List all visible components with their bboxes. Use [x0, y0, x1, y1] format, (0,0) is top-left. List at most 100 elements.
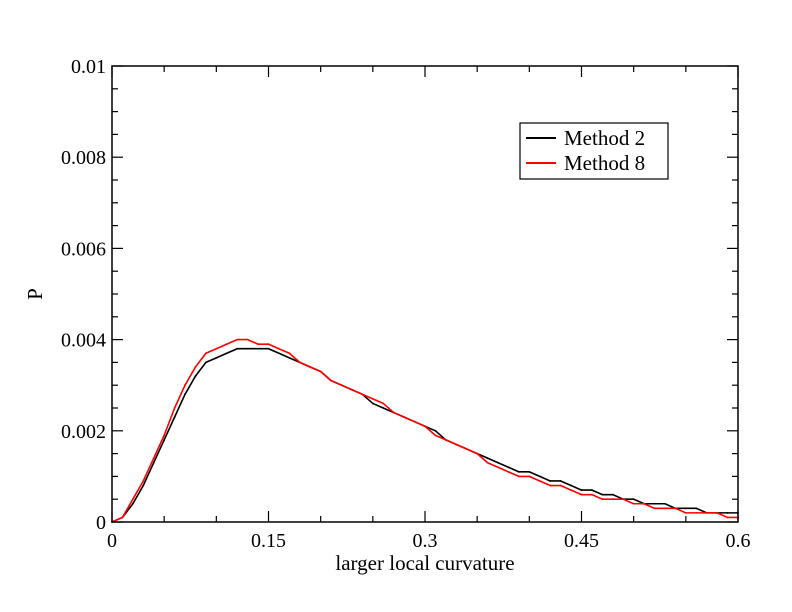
- data-point: [298, 361, 301, 364]
- x-tick-label: 0.6: [726, 530, 751, 552]
- data-point: [267, 343, 270, 346]
- data-point: [653, 502, 656, 505]
- data-point: [382, 407, 385, 409]
- data-point: [330, 379, 332, 382]
- data-point: [507, 470, 510, 473]
- data-point: [163, 439, 166, 441]
- data-point: [152, 461, 155, 464]
- data-point: [674, 507, 677, 510]
- data-point: [549, 484, 552, 487]
- y-axis-label: P: [23, 288, 47, 300]
- data-point: [726, 511, 729, 514]
- data-point: [528, 470, 531, 473]
- data-point: [538, 475, 541, 478]
- data-point: [215, 356, 218, 359]
- data-point: [173, 407, 176, 409]
- legend-label-method-8: Method 8: [564, 151, 645, 175]
- data-point: [319, 370, 322, 373]
- data-point: [382, 402, 385, 405]
- data-point: [225, 343, 228, 346]
- data-point: [570, 484, 572, 487]
- y-tick-label: 0.008: [61, 147, 106, 169]
- data-point: [163, 434, 166, 437]
- x-axis-label: larger local curvature: [335, 551, 514, 575]
- data-point: [726, 516, 729, 519]
- data-point: [580, 493, 583, 496]
- data-point: [194, 366, 197, 368]
- y-tick-label: 0.006: [61, 238, 106, 260]
- data-point: [580, 489, 583, 491]
- data-point: [361, 393, 364, 396]
- data-point: [622, 498, 625, 501]
- data-point: [684, 511, 687, 514]
- data-point: [246, 347, 249, 350]
- data-point: [434, 434, 437, 437]
- data-point: [695, 511, 698, 514]
- y-tick-label: 0.002: [61, 421, 106, 443]
- data-point: [267, 347, 270, 350]
- data-point: [444, 439, 447, 441]
- data-point: [632, 498, 635, 501]
- data-point: [643, 502, 645, 505]
- data-point: [371, 402, 374, 405]
- data-point: [486, 457, 489, 460]
- data-point: [518, 475, 520, 478]
- data-point: [152, 457, 155, 460]
- data-point: [184, 384, 186, 387]
- data-point: [705, 511, 708, 514]
- data-point: [131, 502, 134, 505]
- data-point: [538, 480, 541, 482]
- data-point: [497, 466, 499, 469]
- legend: Method 2 Method 8: [519, 122, 669, 180]
- data-point: [486, 461, 489, 464]
- data-point: [497, 461, 499, 464]
- x-tick-label: 0.45: [564, 530, 599, 552]
- data-point: [257, 347, 259, 350]
- data-point: [309, 366, 312, 368]
- data-point: [664, 507, 666, 510]
- data-point: [340, 384, 343, 387]
- data-point: [653, 507, 656, 510]
- data-point: [215, 347, 218, 350]
- data-point: [288, 352, 291, 355]
- data-point: [288, 356, 291, 359]
- data-point: [455, 443, 458, 446]
- data-point: [142, 480, 145, 482]
- data-point: [236, 338, 239, 341]
- data-point: [424, 425, 426, 428]
- data-point: [695, 507, 698, 510]
- x-tick-label: 0.15: [251, 530, 286, 552]
- data-point: [684, 507, 687, 510]
- series-layer: [111, 338, 739, 523]
- y-tick-label: 0.01: [71, 56, 106, 78]
- legend-box: [519, 122, 669, 180]
- data-point: [225, 352, 228, 355]
- data-point: [591, 493, 593, 496]
- data-point: [601, 498, 604, 501]
- plot-frame: [111, 65, 739, 523]
- legend-label-method-2: Method 2: [564, 126, 645, 150]
- data-point: [205, 361, 207, 364]
- data-point: [601, 493, 604, 496]
- x-tick-label: 0.3: [413, 530, 438, 552]
- data-point: [278, 347, 280, 350]
- y-tick-label: 0: [96, 512, 106, 534]
- data-point: [476, 452, 479, 455]
- data-point: [131, 498, 134, 501]
- data-point: [664, 502, 666, 505]
- data-point: [434, 429, 437, 432]
- data-point: [611, 493, 614, 496]
- data-point: [173, 416, 176, 419]
- data-point: [518, 470, 520, 473]
- data-point: [559, 480, 562, 482]
- data-point: [351, 388, 353, 391]
- data-point: [257, 343, 259, 346]
- data-point: [205, 352, 207, 355]
- data-point: [142, 484, 145, 487]
- data-point: [507, 466, 510, 469]
- data-point: [246, 338, 249, 341]
- data-point: [121, 516, 124, 519]
- data-point: [278, 352, 280, 355]
